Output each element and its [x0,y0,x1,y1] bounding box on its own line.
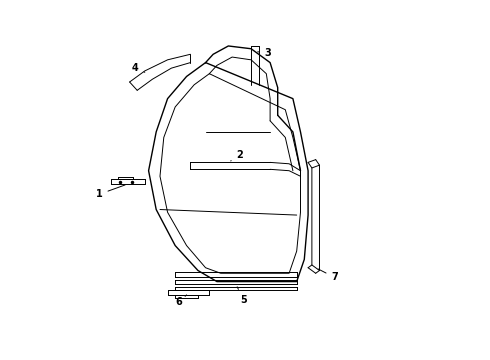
Text: 6: 6 [175,295,187,307]
Text: 7: 7 [318,269,338,283]
Text: 3: 3 [258,48,271,58]
Text: 4: 4 [132,63,145,73]
Text: 2: 2 [231,150,243,161]
Text: 1: 1 [96,185,125,199]
Text: 5: 5 [237,287,247,305]
